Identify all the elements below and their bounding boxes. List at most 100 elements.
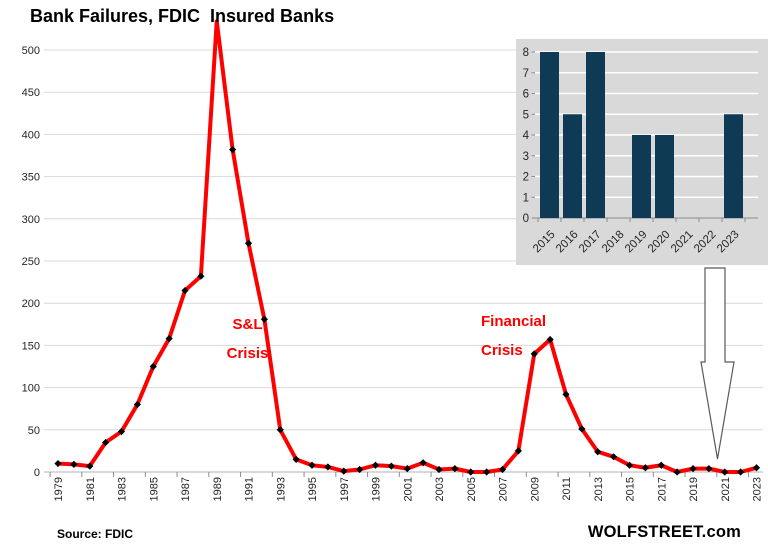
inset-y-tick-label: 5 xyxy=(523,109,529,121)
inset-y-tick-label: 6 xyxy=(523,89,529,101)
diamond-marker xyxy=(721,468,729,476)
diamond-marker xyxy=(324,463,332,471)
x-tick-label: 1981 xyxy=(85,477,97,501)
x-tick-label: 1985 xyxy=(148,477,160,501)
diamond-marker xyxy=(403,465,411,473)
inset-bar xyxy=(724,114,743,218)
inset-y-tick-label: 3 xyxy=(523,151,529,163)
diamond-marker xyxy=(387,462,395,470)
x-tick-label: 1995 xyxy=(307,477,319,501)
diamond-marker xyxy=(292,455,300,463)
diamond-marker xyxy=(641,464,649,472)
diamond-marker xyxy=(86,462,94,470)
x-tick-label: 2003 xyxy=(434,477,446,501)
diamond-marker xyxy=(498,465,507,474)
inset-bars xyxy=(540,52,743,218)
source-label: Source: FDIC xyxy=(57,527,134,541)
diamond-marker xyxy=(752,464,761,472)
diamond-marker xyxy=(308,461,316,469)
inset-axis-ticks xyxy=(531,51,746,222)
diamond-marker xyxy=(149,362,157,371)
diamond-marker xyxy=(419,459,427,467)
diamond-marker xyxy=(625,461,634,469)
diamond-marker xyxy=(594,448,602,456)
x-tick-label: 2011 xyxy=(561,477,573,501)
annotation-sl-crisis: S&L Crisis xyxy=(205,310,290,368)
annotation-financial-crisis-line2: Crisis xyxy=(481,342,523,359)
annotation-financial-crisis: Financial Crisis xyxy=(481,307,546,365)
diamond-marker xyxy=(530,350,538,358)
y-tick-label: 200 xyxy=(22,298,40,310)
x-tick-label: 1987 xyxy=(180,477,192,501)
annotation-sl-crisis-line2: Crisis xyxy=(226,345,269,362)
y-tick-label: 350 xyxy=(22,172,40,184)
annotation-sl-crisis-line1: S&L xyxy=(232,316,263,333)
diamond-marker xyxy=(578,425,586,433)
wolfstreet-branding: WOLFSTREET.com xyxy=(587,523,741,541)
inset-y-tick-label: 2 xyxy=(523,172,529,184)
inset-y-tick-label: 8 xyxy=(523,47,529,59)
page-title: Bank Failures, FDIC Insured Banks xyxy=(30,6,335,26)
diamond-marker xyxy=(562,390,570,398)
diamond-marker xyxy=(689,465,697,473)
inset-bar xyxy=(655,135,674,218)
diamond-marker xyxy=(276,426,284,434)
y-tick-label: 50 xyxy=(28,425,40,437)
diamond-marker xyxy=(244,239,253,247)
y-tick-label: 500 xyxy=(22,45,40,57)
x-tick-label: 2001 xyxy=(402,477,414,501)
diamond-marker xyxy=(340,467,348,475)
diamond-marker xyxy=(737,468,745,476)
down-arrow-shape xyxy=(700,267,735,460)
diamond-marker xyxy=(467,468,475,476)
inset-bar xyxy=(540,52,559,218)
diamond-marker xyxy=(70,460,78,469)
y-tick-label: 150 xyxy=(22,340,40,352)
diamond-marker xyxy=(546,335,554,344)
y-tick-label: 400 xyxy=(22,129,40,141)
x-tick-label: 2019 xyxy=(688,477,700,501)
diamond-marker xyxy=(657,461,665,469)
diamond-marker xyxy=(451,465,459,473)
inset-y-tick-label: 4 xyxy=(523,130,530,142)
y-tick-label: 250 xyxy=(22,256,40,268)
diamond-marker xyxy=(133,400,141,409)
inset-bar-chart-panel: 0 1 2 3 4 5 6 7 8 2015 2016 2017 2018 2019 2020 2021 202… xyxy=(516,39,768,265)
x-tick-label: 2009 xyxy=(529,477,541,501)
x-tick-label: 2017 xyxy=(656,477,668,501)
diamond-marker xyxy=(483,468,491,476)
x-tick-label: 2021 xyxy=(720,477,732,501)
inset-y-tick-label: 7 xyxy=(523,68,529,80)
inset-y-axis-labels: 0 1 2 3 4 5 6 7 8 xyxy=(523,47,530,225)
x-tick-label: 1993 xyxy=(275,477,287,501)
main-y-axis-labels: 0 50 100 150 200 250 300 350 400 450 500 xyxy=(22,45,40,479)
inset-y-tick-label: 1 xyxy=(523,192,529,204)
diamond-marker xyxy=(165,335,173,343)
diamond-marker xyxy=(181,286,189,295)
x-tick-label: 1999 xyxy=(371,477,383,501)
y-tick-label: 450 xyxy=(22,87,40,99)
inset-y-tick-label: 0 xyxy=(523,213,529,225)
x-tick-label: 1991 xyxy=(244,477,256,501)
inset-bar xyxy=(563,114,582,218)
y-tick-label: 0 xyxy=(34,467,40,479)
x-tick-label: 1997 xyxy=(339,477,351,501)
diamond-marker xyxy=(54,459,62,468)
diamond-marker xyxy=(229,145,237,154)
diamond-marker xyxy=(435,465,443,474)
x-tick-label: 2023 xyxy=(752,477,764,501)
diamond-marker xyxy=(260,315,268,323)
x-tick-label: 2015 xyxy=(625,477,637,501)
diamond-marker xyxy=(705,465,713,473)
inset-bar xyxy=(632,135,651,218)
x-tick-label: 2013 xyxy=(593,477,605,501)
x-tick-label: 2007 xyxy=(498,477,510,501)
x-tick-label: 1979 xyxy=(53,477,65,501)
inset-bar-chart: 0123456782015201620172018201920202021202… xyxy=(523,47,758,255)
inset-bar xyxy=(586,52,605,218)
diamond-marker xyxy=(356,465,364,474)
data-point-markers xyxy=(54,145,761,476)
